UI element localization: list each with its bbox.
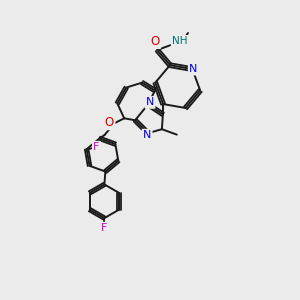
Text: NH: NH [172,36,188,46]
Text: O: O [105,116,114,129]
Text: N: N [189,64,198,74]
Text: F: F [93,142,100,152]
Text: O: O [151,34,160,48]
Text: F: F [101,223,108,233]
Text: N: N [143,130,151,140]
Text: N: N [146,98,154,107]
